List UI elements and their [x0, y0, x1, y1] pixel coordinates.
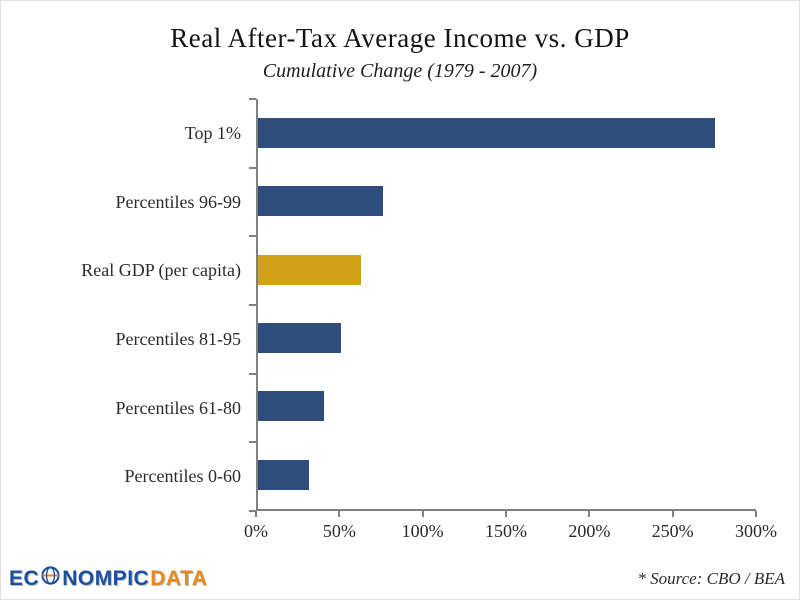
category-label: Percentiles 81-95	[115, 328, 241, 349]
x-tick-label: 250%	[651, 521, 694, 541]
plot-area	[256, 99, 756, 511]
logo: EC NOMPIC DATA	[9, 566, 207, 591]
y-tick-mark	[249, 372, 256, 375]
x-tick-label: 300%	[735, 521, 777, 541]
x-tick-label: 200%	[568, 521, 611, 541]
category-label: Percentiles 96-99	[115, 191, 241, 212]
x-tick-mark	[755, 511, 757, 517]
source-note: * Source: CBO / BEA	[637, 569, 785, 588]
category-label: Top 1%	[184, 122, 241, 143]
x-tick-mark	[588, 511, 591, 517]
bar-row	[258, 304, 756, 372]
logo-text-data: DATA	[150, 566, 208, 590]
bar-row	[258, 441, 756, 509]
bar	[258, 323, 341, 354]
category-label: Percentiles 61-80	[115, 397, 241, 418]
chart-title: Real After-Tax Average Income vs. GDP	[170, 23, 630, 53]
x-tick-mark	[505, 511, 507, 517]
globe-icon	[41, 566, 60, 591]
bar-row	[258, 236, 756, 304]
y-tick-mark	[249, 98, 256, 100]
y-tick-mark	[249, 510, 256, 512]
x-tick-mark	[338, 511, 341, 517]
bar	[258, 186, 383, 217]
y-tick-mark	[249, 304, 256, 306]
x-tick-mark	[421, 511, 424, 517]
bar	[258, 118, 715, 149]
bar-row	[258, 167, 756, 235]
category-label: Real GDP (per capita)	[81, 260, 241, 281]
category-label: Percentiles 0-60	[124, 466, 241, 487]
category-labels: Top 1% Percentiles 96-99 Real GDP (per cap…	[1, 99, 241, 511]
logo-text-nompic: NOMPIC	[62, 566, 150, 590]
x-tick-label: 100%	[401, 521, 444, 541]
bar-row	[258, 372, 756, 440]
x-tick-mark	[671, 511, 674, 517]
y-tick-mark	[249, 235, 256, 238]
bar-row	[258, 99, 756, 167]
chart-subtitle: Cumulative Change (1979 - 2007)	[262, 60, 538, 82]
logo-text-ec: EC	[9, 566, 40, 590]
x-tick-label: 150%	[485, 521, 527, 541]
x-axis: 0% 50% 100% 150% 200% 250% 300%	[244, 511, 777, 553]
y-tick-mark	[249, 166, 256, 169]
x-tick-label: 0%	[244, 521, 268, 541]
bar	[258, 254, 361, 285]
y-axis-ticks	[249, 98, 256, 512]
bar	[258, 459, 310, 490]
x-tick-label: 50%	[322, 521, 356, 541]
x-tick-mark	[255, 511, 257, 517]
y-tick-mark	[249, 441, 256, 444]
bar	[258, 391, 325, 422]
